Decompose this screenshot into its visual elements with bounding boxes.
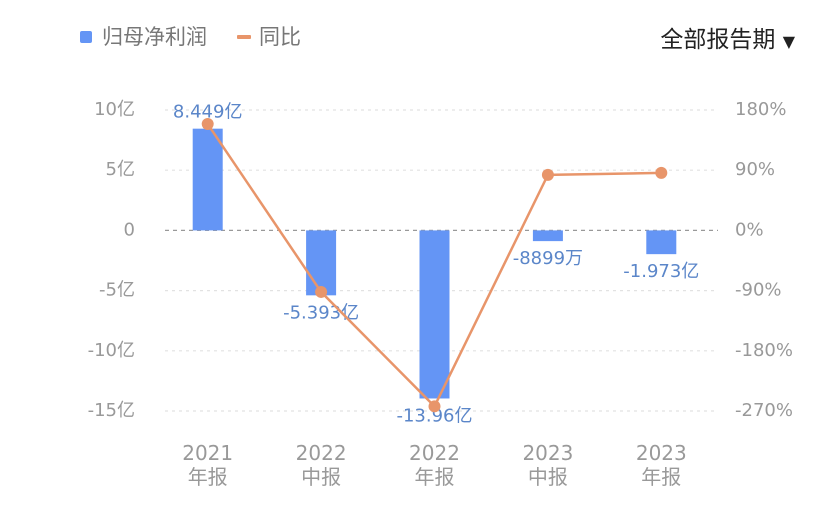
line-point: [655, 166, 668, 179]
x-tick-label: 2022 年报: [409, 441, 460, 489]
y-tick-label: 10亿: [94, 99, 135, 120]
dropdown-arrow: ▼: [782, 32, 795, 51]
line-point: [428, 400, 441, 413]
x-tick-label: 2022 中报: [295, 441, 347, 489]
y2-tick-label: -180%: [735, 340, 793, 361]
y2-tick-label: 90%: [735, 159, 775, 180]
line-point: [315, 285, 328, 298]
y2-tick-label: 0%: [735, 219, 764, 240]
bar: [646, 230, 677, 255]
y-tick-label: -5亿: [99, 280, 135, 301]
y2-tick-label: -90%: [735, 280, 782, 301]
value-label: -13.96亿: [396, 405, 472, 426]
value-label: -5.393亿: [283, 302, 359, 323]
x-tick-label: 2023 年报: [635, 441, 687, 489]
legend-swatch: [237, 35, 251, 39]
legend-label: 同比: [259, 25, 301, 49]
x-tick-label: 2023 中报: [522, 441, 574, 489]
bar: [306, 230, 337, 296]
value-label: -1.973亿: [623, 261, 699, 282]
line-point: [201, 118, 214, 131]
legend-swatch: [80, 31, 92, 43]
dropdown-label: 全部报告期: [660, 27, 776, 53]
y-tick-label: -15亿: [88, 400, 135, 421]
bar: [192, 128, 223, 231]
y-tick-label: 5亿: [106, 159, 135, 180]
line-point: [541, 168, 554, 181]
legend-label: 归母净利润: [102, 25, 207, 49]
y-tick-label: 0: [124, 219, 135, 240]
x-tick-label: 2021 年报: [182, 441, 234, 489]
y2-tick-label: 180%: [735, 99, 786, 120]
bar: [532, 230, 563, 242]
period-dropdown[interactable]: 全部报告期 ▼: [660, 20, 795, 54]
bar: [419, 230, 450, 399]
y2-tick-label: -270%: [735, 400, 793, 421]
y-tick-label: -10亿: [88, 340, 135, 361]
value-label: 8.449亿: [173, 102, 243, 123]
value-label: -8899万: [513, 248, 583, 269]
